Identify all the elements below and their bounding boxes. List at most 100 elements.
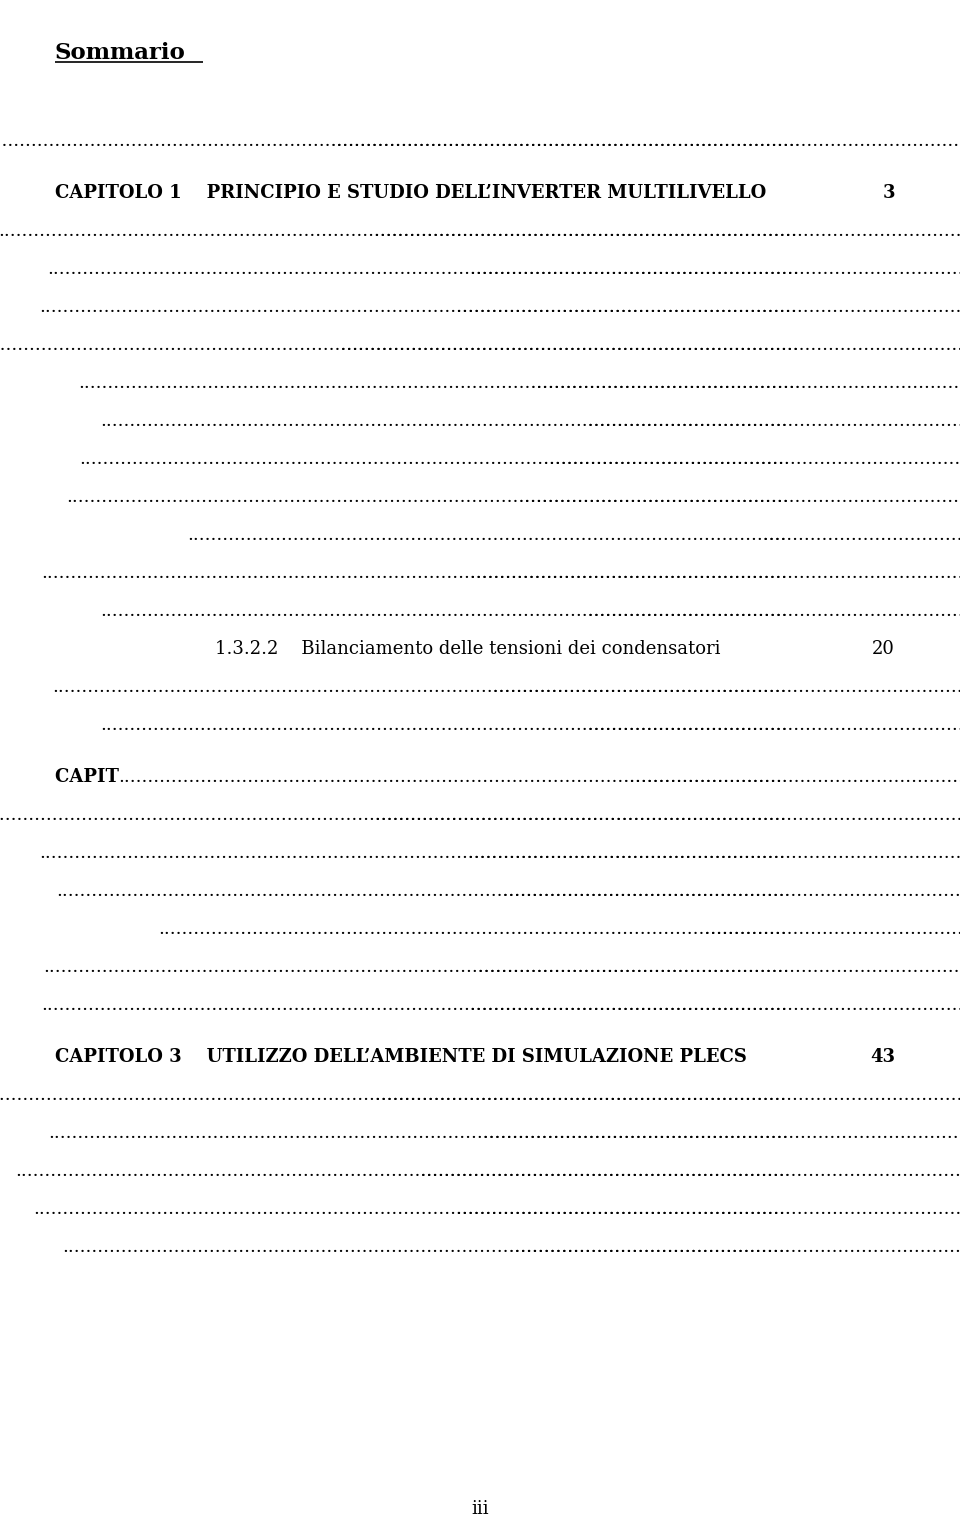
Text: ................................................................................: ........................................… — [100, 602, 960, 620]
Text: ................................................................................: ........................................… — [100, 715, 960, 734]
Text: 1.3.1.3    Corrente media: 1.3.1.3 Corrente media — [215, 488, 445, 507]
Bar — [484, 1116, 787, 1162]
Text: ................................................................................: ........................................… — [34, 1200, 960, 1217]
Bar — [470, 989, 786, 1035]
Text: ................................................................................: ........................................… — [66, 488, 960, 507]
Text: iii: iii — [471, 1500, 489, 1518]
Text: 1.3.2    Flying-Capacitor: 1.3.2 Flying-Capacitor — [160, 563, 382, 582]
Text: 19: 19 — [872, 602, 895, 620]
Text: INTRODUZIONE: INTRODUZIONE — [55, 132, 223, 150]
Text: 1.3    Tipologie: 1.3 Tipologie — [105, 336, 242, 355]
Text: 1.3.3    Cascaded H-bridge: 1.3.3 Cascaded H-bridge — [160, 678, 404, 695]
Bar — [374, 798, 787, 844]
Text: ................................................................................: ........................................… — [34, 1200, 960, 1217]
Text: 39: 39 — [872, 996, 895, 1015]
Text: ................................................................................: ........................................… — [52, 678, 960, 695]
Text: 3.4    Modellazione termica: 3.4 Modellazione termica — [105, 1200, 355, 1217]
Text: 16: 16 — [872, 527, 895, 543]
Text: 43: 43 — [872, 1085, 895, 1104]
Text: 2.3    Modulazione SFO-PWM: 2.3 Modulazione SFO-PWM — [105, 958, 375, 976]
Bar — [546, 442, 786, 488]
Text: 3.3    Interruttori ideali: 3.3 Interruttori ideali — [105, 1162, 319, 1180]
Text: CAPITOLO 3    UTILIZZO DELL’AMBIENTE DI SIMULAZIONE PLECS: CAPITOLO 3 UTILIZZO DELL’AMBIENTE DI SIM… — [55, 1048, 747, 1065]
Bar — [502, 875, 786, 921]
Text: ................................................................................: ........................................… — [15, 1162, 960, 1180]
Text: 13: 13 — [872, 450, 895, 468]
Text: ................................................................................: ........................................… — [0, 223, 960, 239]
Text: ................................................................................: ........................................… — [100, 411, 960, 430]
Text: ................................................................................: ........................................… — [100, 411, 960, 430]
Text: ................................................................................: ........................................… — [0, 223, 960, 239]
Text: 1.1    Introduzione: 1.1 Introduzione — [105, 223, 274, 239]
Text: 12: 12 — [872, 411, 895, 430]
Text: Sommario: Sommario — [55, 41, 186, 64]
Bar — [455, 1193, 787, 1239]
Text: 48: 48 — [872, 1239, 895, 1256]
Text: 1.3.2.2    Bilanciamento delle tensioni dei condensatori: 1.3.2.2 Bilanciamento delle tensioni dei… — [215, 640, 721, 659]
Bar — [521, 480, 787, 527]
Text: ................................................................................: ........................................… — [0, 1085, 960, 1104]
Bar — [705, 912, 787, 958]
Text: ................................................................................: ........................................… — [41, 563, 960, 582]
Text: ................................................................................: ........................................… — [39, 844, 960, 863]
Bar — [334, 124, 797, 170]
Text: 25: 25 — [873, 715, 895, 734]
Bar — [475, 950, 787, 996]
Text: 1.3.1    Diode-clamped inverter: 1.3.1 Diode-clamped inverter — [160, 375, 445, 391]
Text: 3: 3 — [882, 184, 895, 203]
Text: 21: 21 — [872, 678, 895, 695]
Text: 3.2    Integrazione in Simulink: 3.2 Integrazione in Simulink — [105, 1124, 383, 1142]
Text: 15: 15 — [872, 488, 895, 507]
Text: CAPITOLO 2    TECNICHE DI MODULAZIONE: CAPITOLO 2 TECNICHE DI MODULAZIONE — [55, 768, 516, 786]
Text: 8: 8 — [883, 375, 895, 391]
Text: ................................................................................: ........................................… — [57, 883, 960, 900]
Text: ................................................................................: ........................................… — [41, 996, 960, 1015]
Text: ................................................................................: ........................................… — [0, 336, 960, 355]
Text: 1.3.3.1    Numero di componenti: 1.3.3.1 Numero di componenti — [215, 715, 513, 734]
Text: 20: 20 — [872, 640, 895, 659]
Text: ................................................................................: ........................................… — [39, 844, 960, 863]
Text: 1.3.1.2    Tensione di blocco: 1.3.1.2 Tensione di blocco — [215, 450, 470, 468]
Text: ................................................................................: ........................................… — [62, 1239, 960, 1256]
Text: ................................................................................: ........................................… — [39, 298, 960, 316]
Text: 1.2.1    Sistema trifase: 1.2.1 Sistema trifase — [160, 298, 367, 316]
Text: 29: 29 — [870, 768, 895, 786]
Text: ................................................................................: ........................................… — [47, 259, 960, 278]
Text: ................................................................................: ........................................… — [187, 527, 960, 543]
Text: ................................................................................: ........................................… — [47, 259, 960, 278]
Bar — [374, 1078, 787, 1124]
Text: 4: 4 — [883, 259, 895, 278]
Text: ................................................................................: ........................................… — [43, 958, 960, 976]
Text: ................................................................................: ........................................… — [118, 768, 960, 786]
Text: 2.2    Modulazione MC-PWM: 2.2 Modulazione MC-PWM — [105, 844, 367, 863]
Text: ................................................................................: ........................................… — [15, 1162, 960, 1180]
Text: ................................................................................: ........................................… — [187, 527, 960, 543]
Text: ................................................................................: ........................................… — [100, 715, 960, 734]
Bar — [533, 367, 798, 413]
Bar — [374, 215, 798, 261]
Bar — [588, 404, 787, 450]
Text: 2.1    Introduzione: 2.1 Introduzione — [105, 806, 274, 824]
Text: 1.3.1.1    Numero di componenti: 1.3.1.1 Numero di componenti — [215, 411, 513, 430]
Bar — [471, 252, 799, 298]
Text: ................................................................................: ........................................… — [100, 602, 960, 620]
Text: 3.1    Introduzione: 3.1 Introduzione — [105, 1085, 274, 1104]
Text: ................................................................................: ........................................… — [78, 375, 960, 391]
Text: ................................................................................: ........................................… — [158, 919, 960, 938]
Text: ................................................................................: ........................................… — [0, 806, 960, 824]
Text: 17: 17 — [872, 563, 895, 582]
Bar — [455, 290, 799, 336]
Bar — [470, 556, 787, 602]
Bar — [628, 760, 784, 806]
Text: 3.4.1    Concetto di heat-sink: 3.4.1 Concetto di heat-sink — [160, 1239, 424, 1256]
Text: ................................................................................: ........................................… — [0, 336, 960, 355]
Text: 7: 7 — [883, 336, 895, 355]
Text: 1.3.2.1    Numero di componenti: 1.3.2.1 Numero di componenti — [215, 602, 513, 620]
Text: 1.3.1.4    Squilibrio della tensione sul condensatore: 1.3.1.4 Squilibrio della tensione sul co… — [215, 527, 687, 543]
Bar — [513, 1231, 787, 1277]
Bar — [492, 671, 787, 717]
Text: 30: 30 — [872, 883, 895, 900]
Text: 48: 48 — [872, 1200, 895, 1217]
Text: CAPITOLO 1    PRINCIPIO E STUDIO DELL’INVERTER MULTILIVELLO: CAPITOLO 1 PRINCIPIO E STUDIO DELL’INVER… — [55, 184, 766, 203]
Text: ................................................................................: ........................................… — [0, 1085, 960, 1104]
